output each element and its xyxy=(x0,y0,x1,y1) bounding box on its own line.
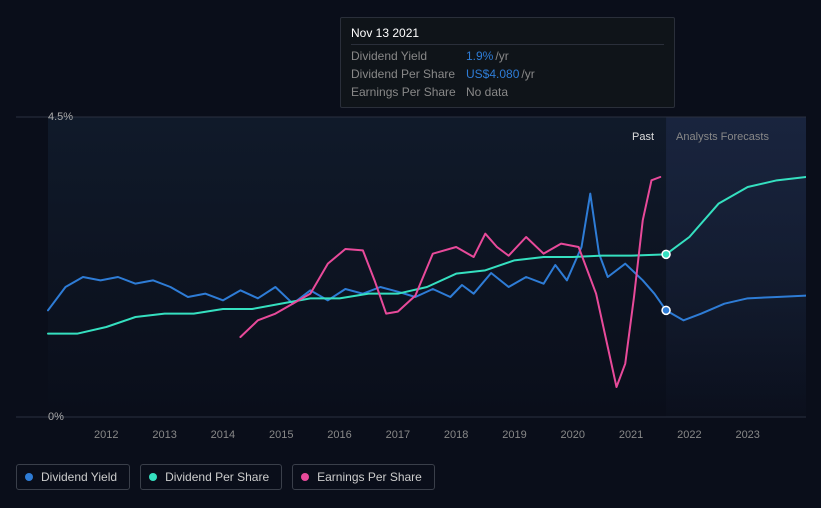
tooltip-metric-value: US$4.080 xyxy=(466,67,519,81)
x-axis-label: 2018 xyxy=(444,429,468,441)
past-label: Past xyxy=(632,131,654,143)
x-axis-label: 2014 xyxy=(211,429,235,441)
tooltip-metric-value: 1.9% xyxy=(466,49,493,63)
tooltip-metric-label: Dividend Per Share xyxy=(351,67,466,81)
tooltip-metric-label: Earnings Per Share xyxy=(351,85,466,99)
legend-dot-icon xyxy=(25,473,33,481)
x-axis-label: 2021 xyxy=(619,429,643,441)
x-axis-label: 2019 xyxy=(502,429,526,441)
tooltip-metric-unit: /yr xyxy=(521,67,534,81)
tooltip-metric-label: Dividend Yield xyxy=(351,49,466,63)
x-axis-label: 2015 xyxy=(269,429,293,441)
x-axis-label: 2012 xyxy=(94,429,118,441)
chart-canvas xyxy=(16,105,806,427)
legend-label: Dividend Per Share xyxy=(165,470,269,484)
legend-dot-icon xyxy=(301,473,309,481)
y-axis-label: 4.5% xyxy=(48,111,60,123)
legend-item-dividend-per-share[interactable]: Dividend Per Share xyxy=(140,464,282,490)
dividend-chart: 4.5% 0% 2012 2013 2014 2015 2016 2017 2018 2019 2… xyxy=(16,105,806,445)
tooltip-date: Nov 13 2021 xyxy=(351,24,664,45)
x-axis-label: 2023 xyxy=(735,429,759,441)
chart-tooltip: Nov 13 2021 Dividend Yield1.9% /yrDivide… xyxy=(340,17,675,108)
tooltip-row: Dividend Yield1.9% /yr xyxy=(351,47,664,65)
legend-item-earnings-per-share[interactable]: Earnings Per Share xyxy=(292,464,435,490)
x-axis-label: 2020 xyxy=(561,429,585,441)
legend-item-dividend-yield[interactable]: Dividend Yield xyxy=(16,464,130,490)
legend-dot-icon xyxy=(149,473,157,481)
y-axis-label: 0% xyxy=(48,411,60,423)
tooltip-metric-unit: /yr xyxy=(495,49,508,63)
x-axis-label: 2013 xyxy=(152,429,176,441)
tooltip-row: Dividend Per ShareUS$4.080 /yr xyxy=(351,65,664,83)
x-axis-label: 2016 xyxy=(327,429,351,441)
tooltip-metric-value: No data xyxy=(466,85,508,99)
legend-label: Earnings Per Share xyxy=(317,470,422,484)
forecast-label: Analysts Forecasts xyxy=(676,131,769,143)
legend-label: Dividend Yield xyxy=(41,470,117,484)
chart-legend: Dividend Yield Dividend Per Share Earnings… xyxy=(16,464,435,490)
tooltip-row: Earnings Per ShareNo data xyxy=(351,83,664,101)
x-axis-label: 2022 xyxy=(677,429,701,441)
x-axis-label: 2017 xyxy=(386,429,410,441)
